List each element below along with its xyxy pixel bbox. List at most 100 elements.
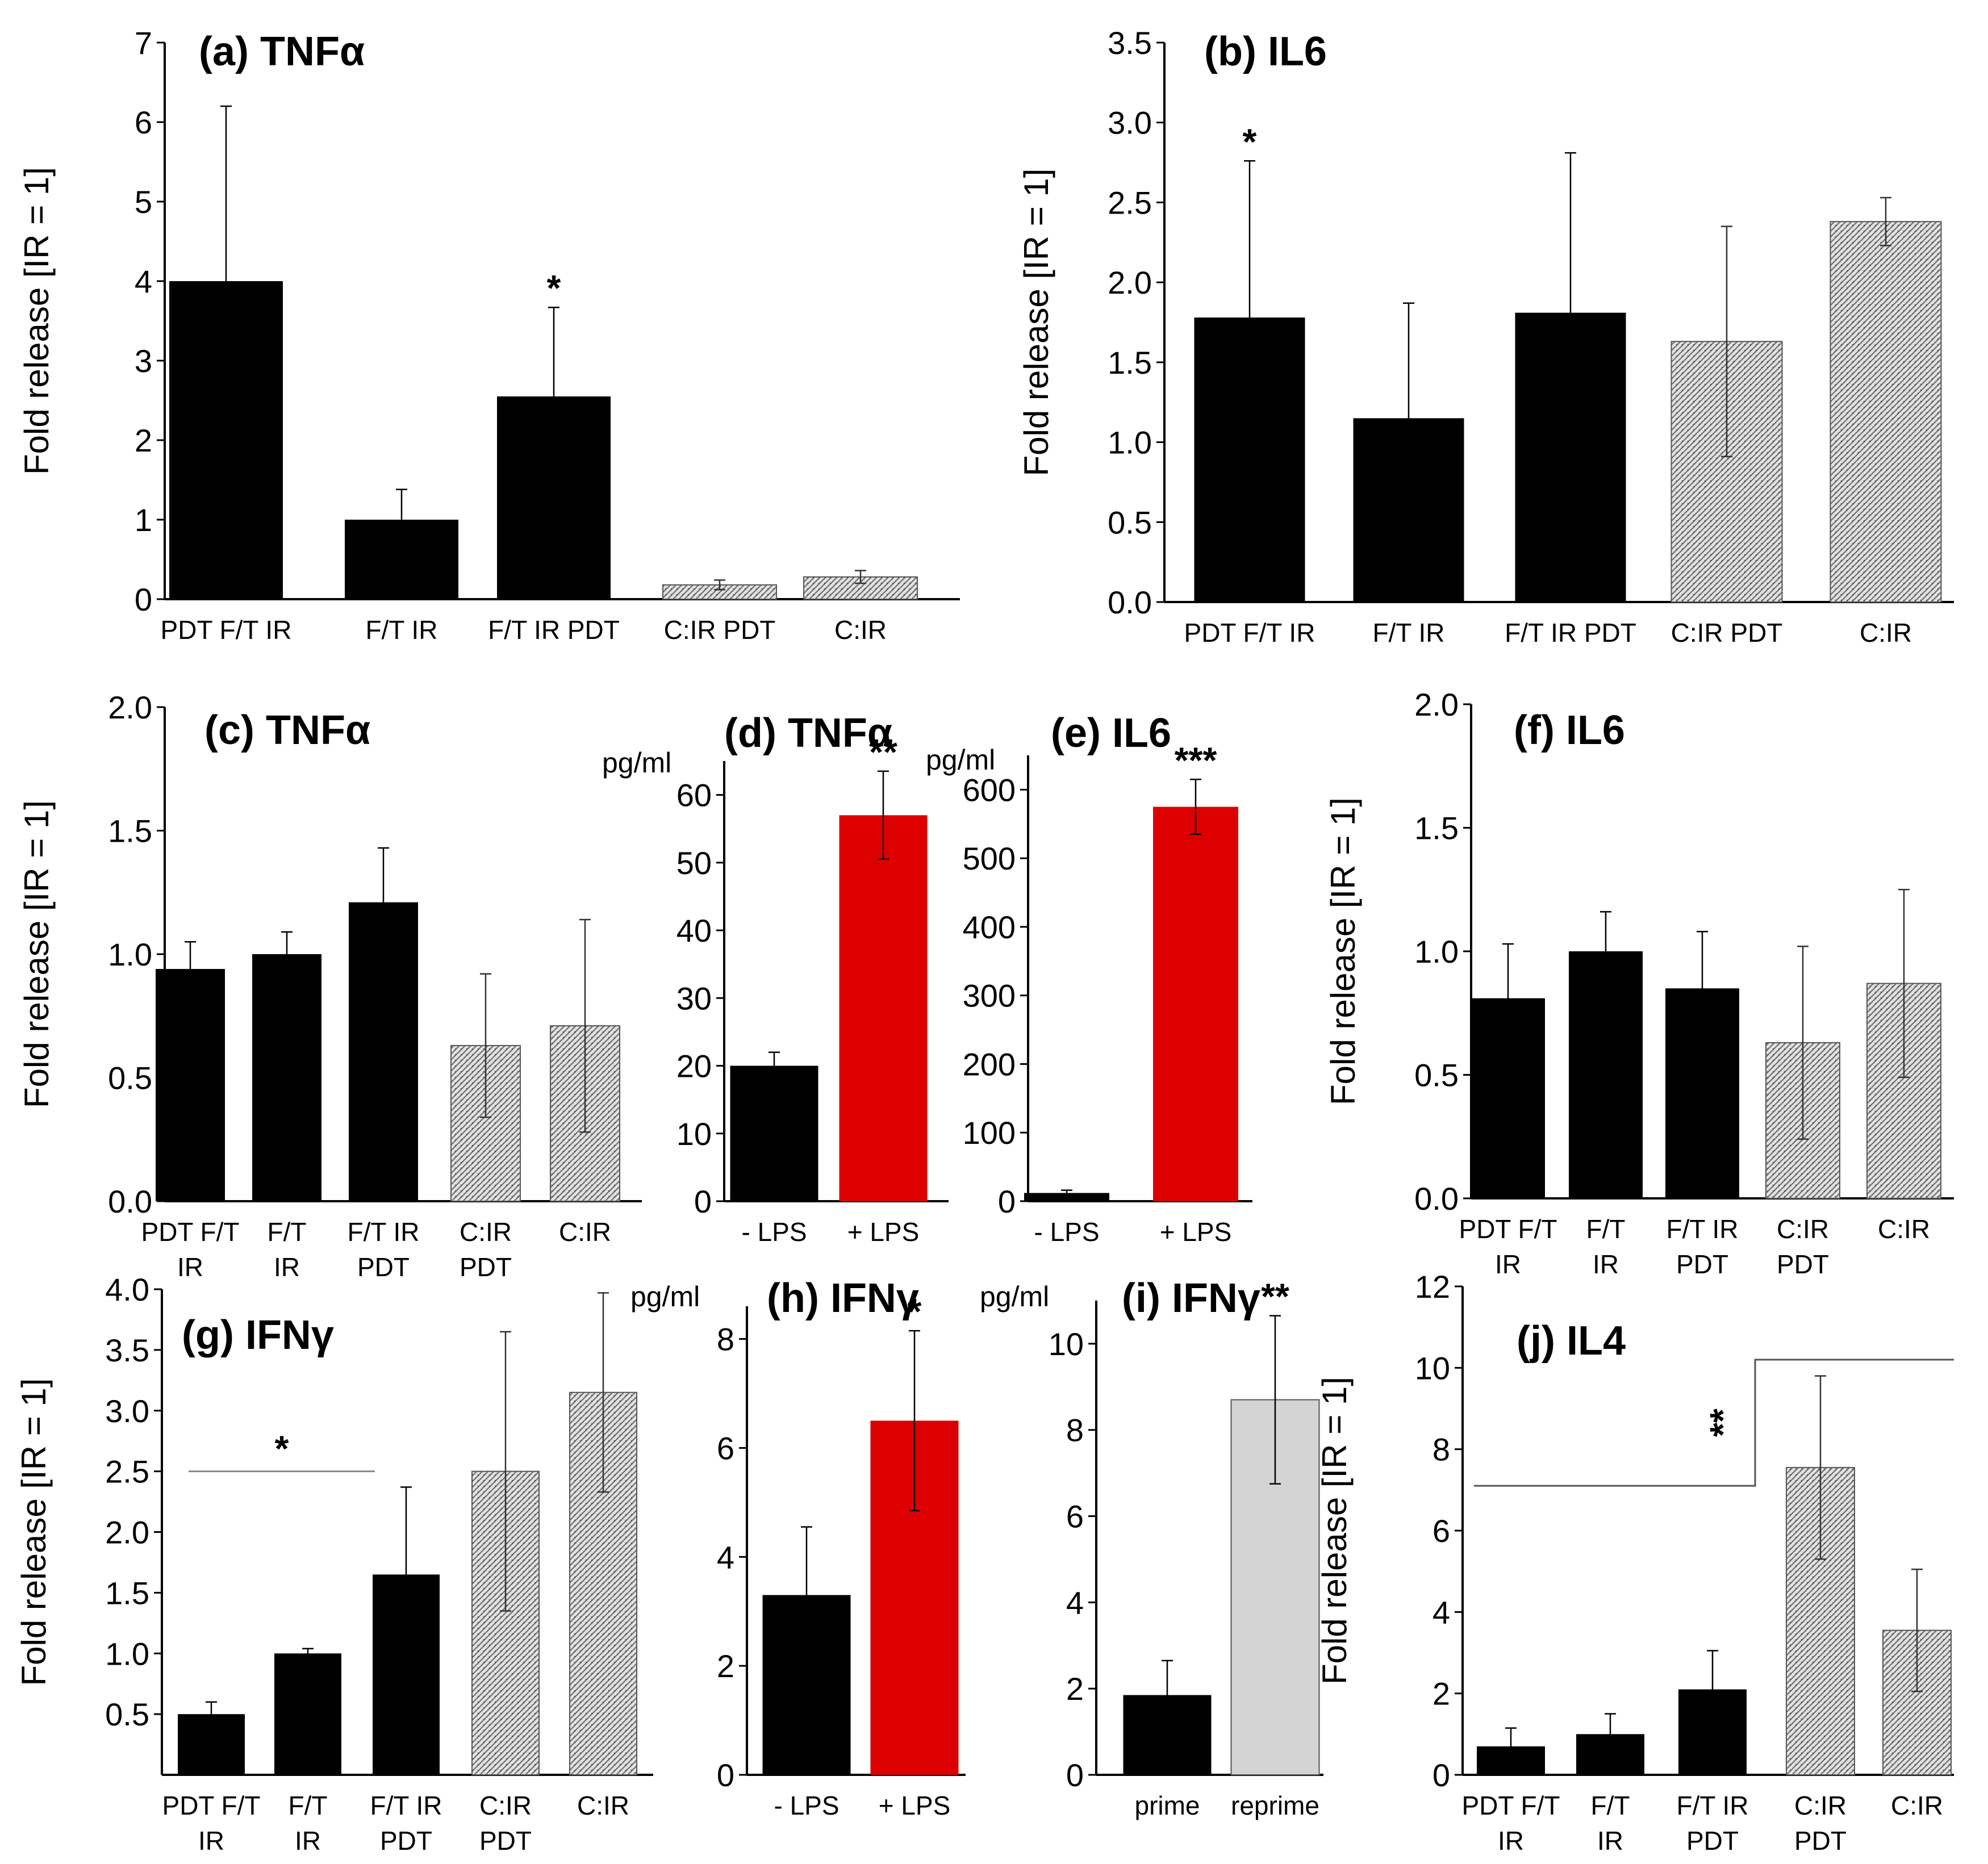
chart-panel-c: (c) TNFα Fold release [IR = 1] 0.0 0.5 1.0 1.… — [18, 689, 642, 1282]
y-tick-label: 2 — [135, 423, 152, 458]
y-tick-label: 7 — [135, 25, 152, 61]
y-tick-label: 3.0 — [105, 1393, 149, 1429]
category-label-0: IR — [1495, 1249, 1521, 1279]
category-label-0: PDT F/T — [1462, 1791, 1560, 1820]
y-tick-label: 0.5 — [105, 1696, 149, 1732]
y-tick-label: 8 — [1066, 1412, 1084, 1448]
category-label-1: F/T IR — [366, 615, 438, 645]
category-label-1: F/T — [289, 1791, 328, 1820]
bar-1 — [839, 815, 928, 1201]
category-label-3: PDT — [1777, 1249, 1829, 1279]
y-tick-label: 1 — [135, 502, 152, 538]
category-label-3: C:IR — [460, 1217, 512, 1247]
chart-title: (i) IFNγ — [1122, 1276, 1260, 1321]
y-tick-label: 8 — [717, 1322, 734, 1357]
chart-panel-e: (e) IL6 pg/ml 0 100 200 300 400 500 600 - LPS + LP… — [926, 711, 1252, 1247]
chart-panel-h: (h) IFNγ pg/ml 0 2 4 6 8 - LPS + LPS * — [630, 1276, 966, 1820]
y-tick-label: 8 — [1432, 1432, 1450, 1468]
category-label-3: C:IR — [1777, 1214, 1829, 1244]
significance-marker: *** — [1175, 739, 1217, 780]
category-label-1: F/T — [268, 1217, 307, 1247]
y-tick-label: 0.0 — [1108, 584, 1152, 620]
y-tick-label: 5 — [135, 184, 152, 220]
y-tick-label: 4 — [135, 264, 152, 299]
category-label-2: PDT — [380, 1826, 432, 1855]
category-label-3: C:IR — [1794, 1791, 1847, 1820]
category-label-4: C:IR — [577, 1791, 629, 1820]
bar-1 — [274, 1653, 341, 1775]
category-label-1: reprime — [1231, 1791, 1319, 1820]
bar-1 — [252, 954, 321, 1201]
y-tick-label: 20 — [676, 1048, 712, 1084]
category-label-0: IR — [1498, 1826, 1524, 1855]
y-tick-label: 3.5 — [105, 1332, 149, 1368]
category-label-3: C:IR PDT — [1671, 618, 1783, 647]
category-label-3: PDT — [479, 1826, 532, 1855]
y-tick-label: 1.0 — [1108, 425, 1152, 461]
bar-0 — [1024, 1193, 1109, 1201]
chart-title: (c) TNFα — [204, 708, 370, 753]
y-tick-label: 0.0 — [108, 1184, 152, 1219]
y-tick-label: 12 — [1415, 1269, 1450, 1305]
category-label-3: PDT — [1794, 1826, 1847, 1855]
y-tick-label: 0 — [135, 582, 152, 617]
chart-panel-d: (d) TNFα pg/ml 0 10 20 30 40 50 60 - LPS + LPS ** — [602, 711, 949, 1247]
bar-0 — [156, 969, 225, 1201]
chart-panel-j: (j) IL4 Fold release [IR = 1] 0 2 4 6 8 10 12 PDT… — [1315, 1269, 1954, 1855]
significance-marker: ** — [1261, 1276, 1289, 1317]
chart-panel-b: (b) IL6 Fold release [IR = 1] 0.0 0.5 1.0 1.5… — [1017, 25, 1954, 647]
chart-title: (h) IFNγ — [767, 1276, 919, 1321]
y-tick-label: 4 — [1066, 1585, 1084, 1620]
y-tick-label: 1.0 — [108, 937, 152, 972]
category-label-2: F/T IR PDT — [488, 615, 620, 645]
category-label-1: IR — [1597, 1826, 1623, 1855]
y-tick-label: 300 — [963, 978, 1016, 1014]
y-axis-label: Fold release [IR = 1] — [1324, 797, 1362, 1105]
category-label-2: F/T IR — [1667, 1214, 1739, 1244]
chart-title: (f) IL6 — [1514, 708, 1625, 753]
category-label-1: IR — [274, 1252, 300, 1282]
y-tick-label: 4.0 — [105, 1272, 149, 1307]
y-tick-label: 10 — [1049, 1326, 1084, 1362]
y-tick-label: 0 — [1432, 1757, 1450, 1793]
category-label-0: PDT F/T — [141, 1217, 240, 1247]
bar-1 — [1569, 951, 1643, 1198]
y-tick-label: 2 — [1432, 1676, 1450, 1712]
chart-panel-f: (f) IL6 Fold release [IR = 1] 0.0 0.5 1.0 1.5… — [1324, 687, 1954, 1279]
category-label-2: PDT — [357, 1252, 410, 1282]
category-label-2: F/T IR PDT — [1505, 618, 1636, 647]
y-tick-label: 2 — [1066, 1671, 1084, 1707]
bar-0 — [730, 1065, 818, 1201]
y-tick-label: 1.0 — [1414, 934, 1459, 969]
y-tick-label: 6 — [1066, 1499, 1084, 1535]
y-tick-label: 6 — [135, 105, 152, 140]
category-label-1: F/T IR — [1373, 618, 1445, 647]
category-label-0: prime — [1134, 1791, 1200, 1820]
y-tick-label: 2 — [717, 1648, 734, 1684]
y-tick-label: 0.5 — [108, 1060, 152, 1096]
category-label-3: C:IR PDT — [664, 615, 776, 645]
y-tick-label: 2.0 — [108, 689, 152, 725]
y-tick-label: 0.0 — [1414, 1181, 1459, 1217]
y-tick-label: 6 — [717, 1430, 734, 1466]
y-tick-label: 500 — [963, 841, 1016, 876]
y-tick-label: 600 — [963, 772, 1016, 808]
y-tick-label: 0 — [717, 1757, 734, 1793]
y-axis-label: Fold release [IR = 1] — [15, 1378, 53, 1686]
y-tick-label: 1.0 — [105, 1636, 149, 1671]
category-label-1: + LPS — [1160, 1217, 1232, 1247]
y-tick-label: 0 — [1066, 1757, 1084, 1793]
significance-bracket — [1474, 1359, 1954, 1487]
category-label-1: IR — [1593, 1249, 1619, 1279]
chart-title: (b) IL6 — [1204, 29, 1327, 74]
y-tick-label: 0 — [694, 1184, 712, 1219]
category-label-2: F/T IR — [348, 1217, 420, 1247]
y-axis-label: Fold release [IR = 1] — [1017, 169, 1055, 477]
category-label-1: IR — [295, 1826, 321, 1855]
y-tick-label: 10 — [1415, 1350, 1450, 1386]
category-label-0: IR — [198, 1826, 224, 1855]
y-axis-label: Fold release [IR = 1] — [18, 800, 56, 1108]
y-tick-label: 1.5 — [1108, 345, 1152, 381]
y-tick-label: 2.0 — [105, 1515, 149, 1550]
bar-4 — [1830, 221, 1942, 603]
